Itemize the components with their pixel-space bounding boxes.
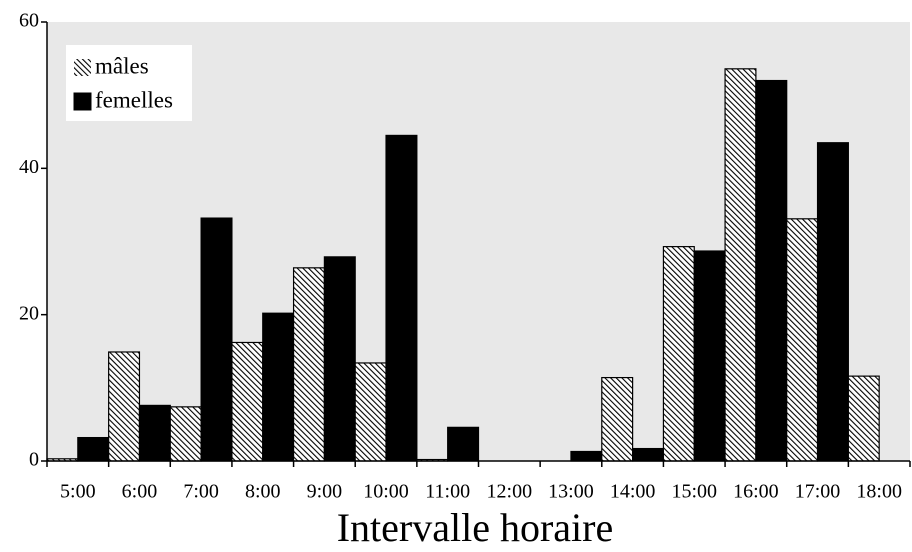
y-tick-label: 60 (19, 10, 39, 32)
bars (46, 68, 880, 462)
bar (138, 404, 171, 462)
bar (77, 436, 110, 462)
x-tick-label: 12:00 (487, 481, 533, 503)
bar (570, 450, 603, 462)
y-tick-label: 40 (19, 156, 39, 178)
y-tick-label: 0 (29, 449, 39, 471)
x-axis-label: Intervalle horaire (337, 505, 614, 550)
x-tick-label: 14:00 (610, 481, 656, 503)
bar (662, 246, 695, 462)
x-tick-label: 5:00 (60, 481, 96, 503)
bar (786, 218, 819, 462)
x-tick-label: 16:00 (733, 481, 779, 503)
x-tick-label: 18:00 (856, 481, 902, 503)
bar (601, 376, 634, 462)
legend-swatch (74, 59, 91, 76)
legend-swatch (73, 92, 92, 111)
x-tick-label: 11:00 (425, 481, 470, 503)
bar (323, 256, 356, 462)
x-tick-label: 17:00 (795, 481, 841, 503)
x-tick-label: 8:00 (245, 481, 281, 503)
x-tick-label: 15:00 (671, 481, 717, 503)
bar (724, 68, 757, 462)
bar (200, 217, 233, 462)
y-tick-label: 20 (19, 302, 39, 324)
bar (755, 79, 788, 462)
x-tick-label: 10:00 (363, 481, 409, 503)
bar (231, 341, 264, 462)
bar (447, 426, 480, 462)
bar (632, 447, 665, 462)
bar (385, 134, 418, 462)
bar (169, 406, 202, 462)
bar (847, 375, 880, 462)
x-tick-label: 7:00 (183, 481, 219, 503)
bar (816, 142, 849, 462)
legend: mâles femelles (66, 45, 192, 121)
bar (292, 267, 325, 462)
bar (108, 351, 141, 462)
bar (354, 362, 387, 462)
bar (262, 312, 295, 462)
x-tick-label: 6:00 (122, 481, 158, 503)
legend-label: mâles (95, 53, 149, 78)
x-tick-label: 13:00 (548, 481, 594, 503)
legend-label: femelles (95, 87, 173, 112)
x-tick-label: 9:00 (307, 481, 343, 503)
bar (693, 250, 726, 462)
